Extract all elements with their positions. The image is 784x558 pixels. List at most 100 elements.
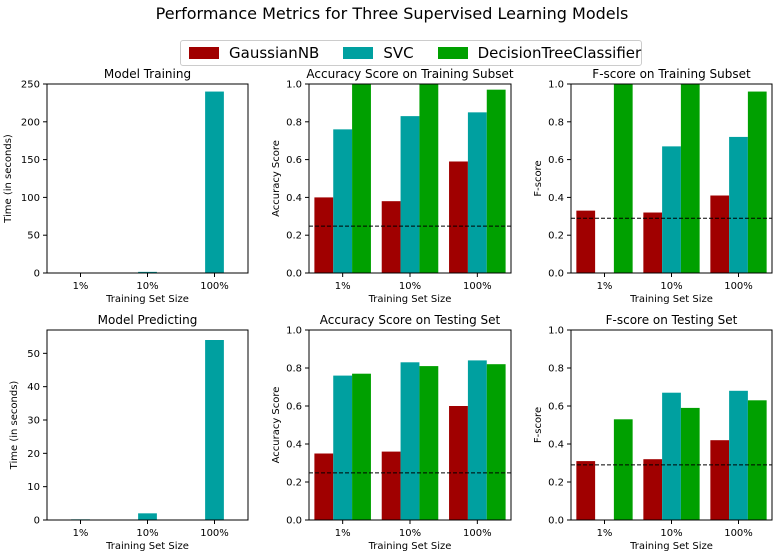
x-tick-label: 10% (399, 281, 421, 292)
y-tick-label: 40 (27, 382, 40, 393)
bar-gaussiannb-100pct (710, 440, 730, 520)
y-tick-label: 0.8 (286, 117, 302, 128)
bar-svc-1pct (333, 375, 353, 520)
y-tick-label: 30 (27, 416, 40, 427)
y-tick-label: 50 (27, 231, 40, 242)
bar-decisiontreeclassifier-100pct (486, 89, 506, 273)
bar-gaussiannb-100pct (449, 161, 468, 273)
bar-decisiontreeclassifier-100pct (486, 364, 506, 520)
legend: GaussianNB SVC DecisionTreeClassifier (180, 40, 642, 66)
legend-item-gaussiannb: GaussianNB (189, 44, 319, 62)
bar-decisiontreeclassifier-10pct (680, 84, 700, 273)
y-axis-label: Time (in seconds) (9, 381, 20, 471)
x-tick-label: 1% (335, 528, 351, 539)
y-tick-label: 0.6 (548, 402, 564, 413)
bar-decisiontreeclassifier-1pct (613, 84, 633, 273)
x-tick-label: 100% (200, 281, 229, 292)
x-axis-label: Training Set Size (629, 294, 713, 305)
bar-decisiontreeclassifier-1pct (352, 84, 371, 273)
y-tick-label: 0.4 (548, 440, 564, 451)
y-tick-label: 0 (34, 269, 40, 280)
legend-label-decisiontree: DecisionTreeClassifier (477, 44, 642, 62)
x-tick-label: 100% (463, 281, 492, 292)
x-tick-label: 10% (660, 528, 682, 539)
x-tick-label: 10% (399, 528, 421, 539)
bar-svc-10pct (400, 362, 420, 520)
bar-svc-100pct (729, 390, 748, 520)
bar-svc-100pct (467, 112, 487, 273)
y-tick-label: 1.0 (548, 80, 564, 91)
y-tick-label: 1.0 (286, 326, 302, 337)
bar-svc-1pct (333, 129, 353, 273)
bar-svc-1pct (71, 519, 90, 520)
y-axis-label: Time (in seconds) (3, 134, 14, 224)
y-tick-label: 0.8 (286, 364, 302, 375)
y-tick-label: 0.0 (286, 516, 302, 527)
bar-svc-10pct (138, 513, 157, 520)
chart-title: Model Predicting (98, 313, 198, 327)
bar-decisiontreeclassifier-1pct (352, 373, 371, 520)
y-tick-label: 0.2 (286, 478, 302, 489)
y-tick-label: 1.0 (548, 326, 564, 337)
y-axis-label: Accuracy Score (271, 140, 282, 217)
y-tick-label: 50 (27, 349, 40, 360)
y-axis-label: Accuracy Score (271, 387, 282, 464)
legend-swatch-decisiontree (437, 47, 468, 59)
bar-svc-10pct (138, 271, 157, 273)
chart-panel-4: 0 10 20 30 40 50 1% 10% 100% Training Set Size Tim… (9, 313, 249, 552)
y-tick-label: 250 (21, 80, 40, 91)
y-tick-label: 0.0 (548, 516, 564, 527)
y-tick-label: 0.0 (548, 269, 564, 280)
chart-title: Accuracy Score on Training Subset (306, 67, 513, 81)
bar-decisiontreeclassifier-10pct (419, 84, 439, 273)
x-axis-label: Training Set Size (368, 294, 452, 305)
bar-svc-100pct (205, 340, 224, 520)
bar-gaussiannb-10pct (381, 451, 401, 520)
legend-swatch-gaussiannb (189, 47, 219, 59)
x-axis-label: Training Set Size (368, 541, 452, 552)
axes-frame (46, 329, 249, 521)
legend-item-decisiontree: DecisionTreeClassifier (437, 44, 642, 62)
bar-decisiontreeclassifier-100pct (747, 91, 767, 273)
x-tick-label: 10% (660, 281, 682, 292)
bar-svc-10pct (662, 392, 681, 520)
bar-gaussiannb-1pct (314, 197, 334, 273)
bar-gaussiannb-10pct (643, 212, 663, 273)
chart-panel-6: 0.0 0.2 0.4 0.6 0.8 1.0 1% 10% 100% Training Set … (533, 313, 773, 552)
chart-panel-5: 0.0 0.2 0.4 0.6 0.8 1.0 1% 10% 100% Training Set … (271, 313, 512, 552)
y-axis-label: F-score (533, 160, 544, 196)
bar-decisiontreeclassifier-1pct (613, 419, 633, 520)
y-tick-label: 0.8 (548, 117, 564, 128)
bar-gaussiannb-1pct (314, 453, 334, 520)
x-tick-label: 1% (597, 281, 613, 292)
axes-frame (570, 83, 773, 274)
y-tick-label: 0.0 (286, 269, 302, 280)
y-tick-label: 0.4 (548, 193, 564, 204)
bar-decisiontreeclassifier-10pct (419, 366, 439, 520)
chart-title: F-score on Testing Set (606, 313, 738, 327)
x-tick-label: 10% (136, 528, 158, 539)
x-axis-label: Training Set Size (105, 541, 189, 552)
x-axis-label: Training Set Size (105, 294, 189, 305)
bar-svc-100pct (467, 360, 487, 520)
chart-title: Accuracy Score on Testing Set (320, 313, 501, 327)
x-tick-label: 100% (463, 528, 492, 539)
y-tick-label: 100 (21, 193, 40, 204)
y-tick-label: 0.6 (548, 155, 564, 166)
bar-svc-100pct (729, 136, 748, 273)
x-tick-label: 1% (73, 281, 89, 292)
chart-title: Model Training (104, 67, 191, 81)
y-axis-label: F-score (533, 407, 544, 443)
legend-label-gaussiannb: GaussianNB (229, 44, 320, 62)
x-tick-label: 1% (73, 528, 89, 539)
y-tick-label: 0.2 (548, 231, 564, 242)
bar-gaussiannb-10pct (643, 459, 663, 520)
y-tick-label: 0.2 (548, 478, 564, 489)
x-axis-label: Training Set Size (629, 541, 713, 552)
y-tick-label: 0 (34, 516, 40, 527)
chart-panel-1: 0 50 100 150 200 250 1% 10% 100% Training Set Siz… (3, 67, 249, 305)
x-tick-label: 1% (597, 528, 613, 539)
y-tick-label: 1.0 (286, 80, 302, 91)
x-tick-label: 100% (724, 528, 753, 539)
y-tick-label: 0.2 (286, 231, 302, 242)
